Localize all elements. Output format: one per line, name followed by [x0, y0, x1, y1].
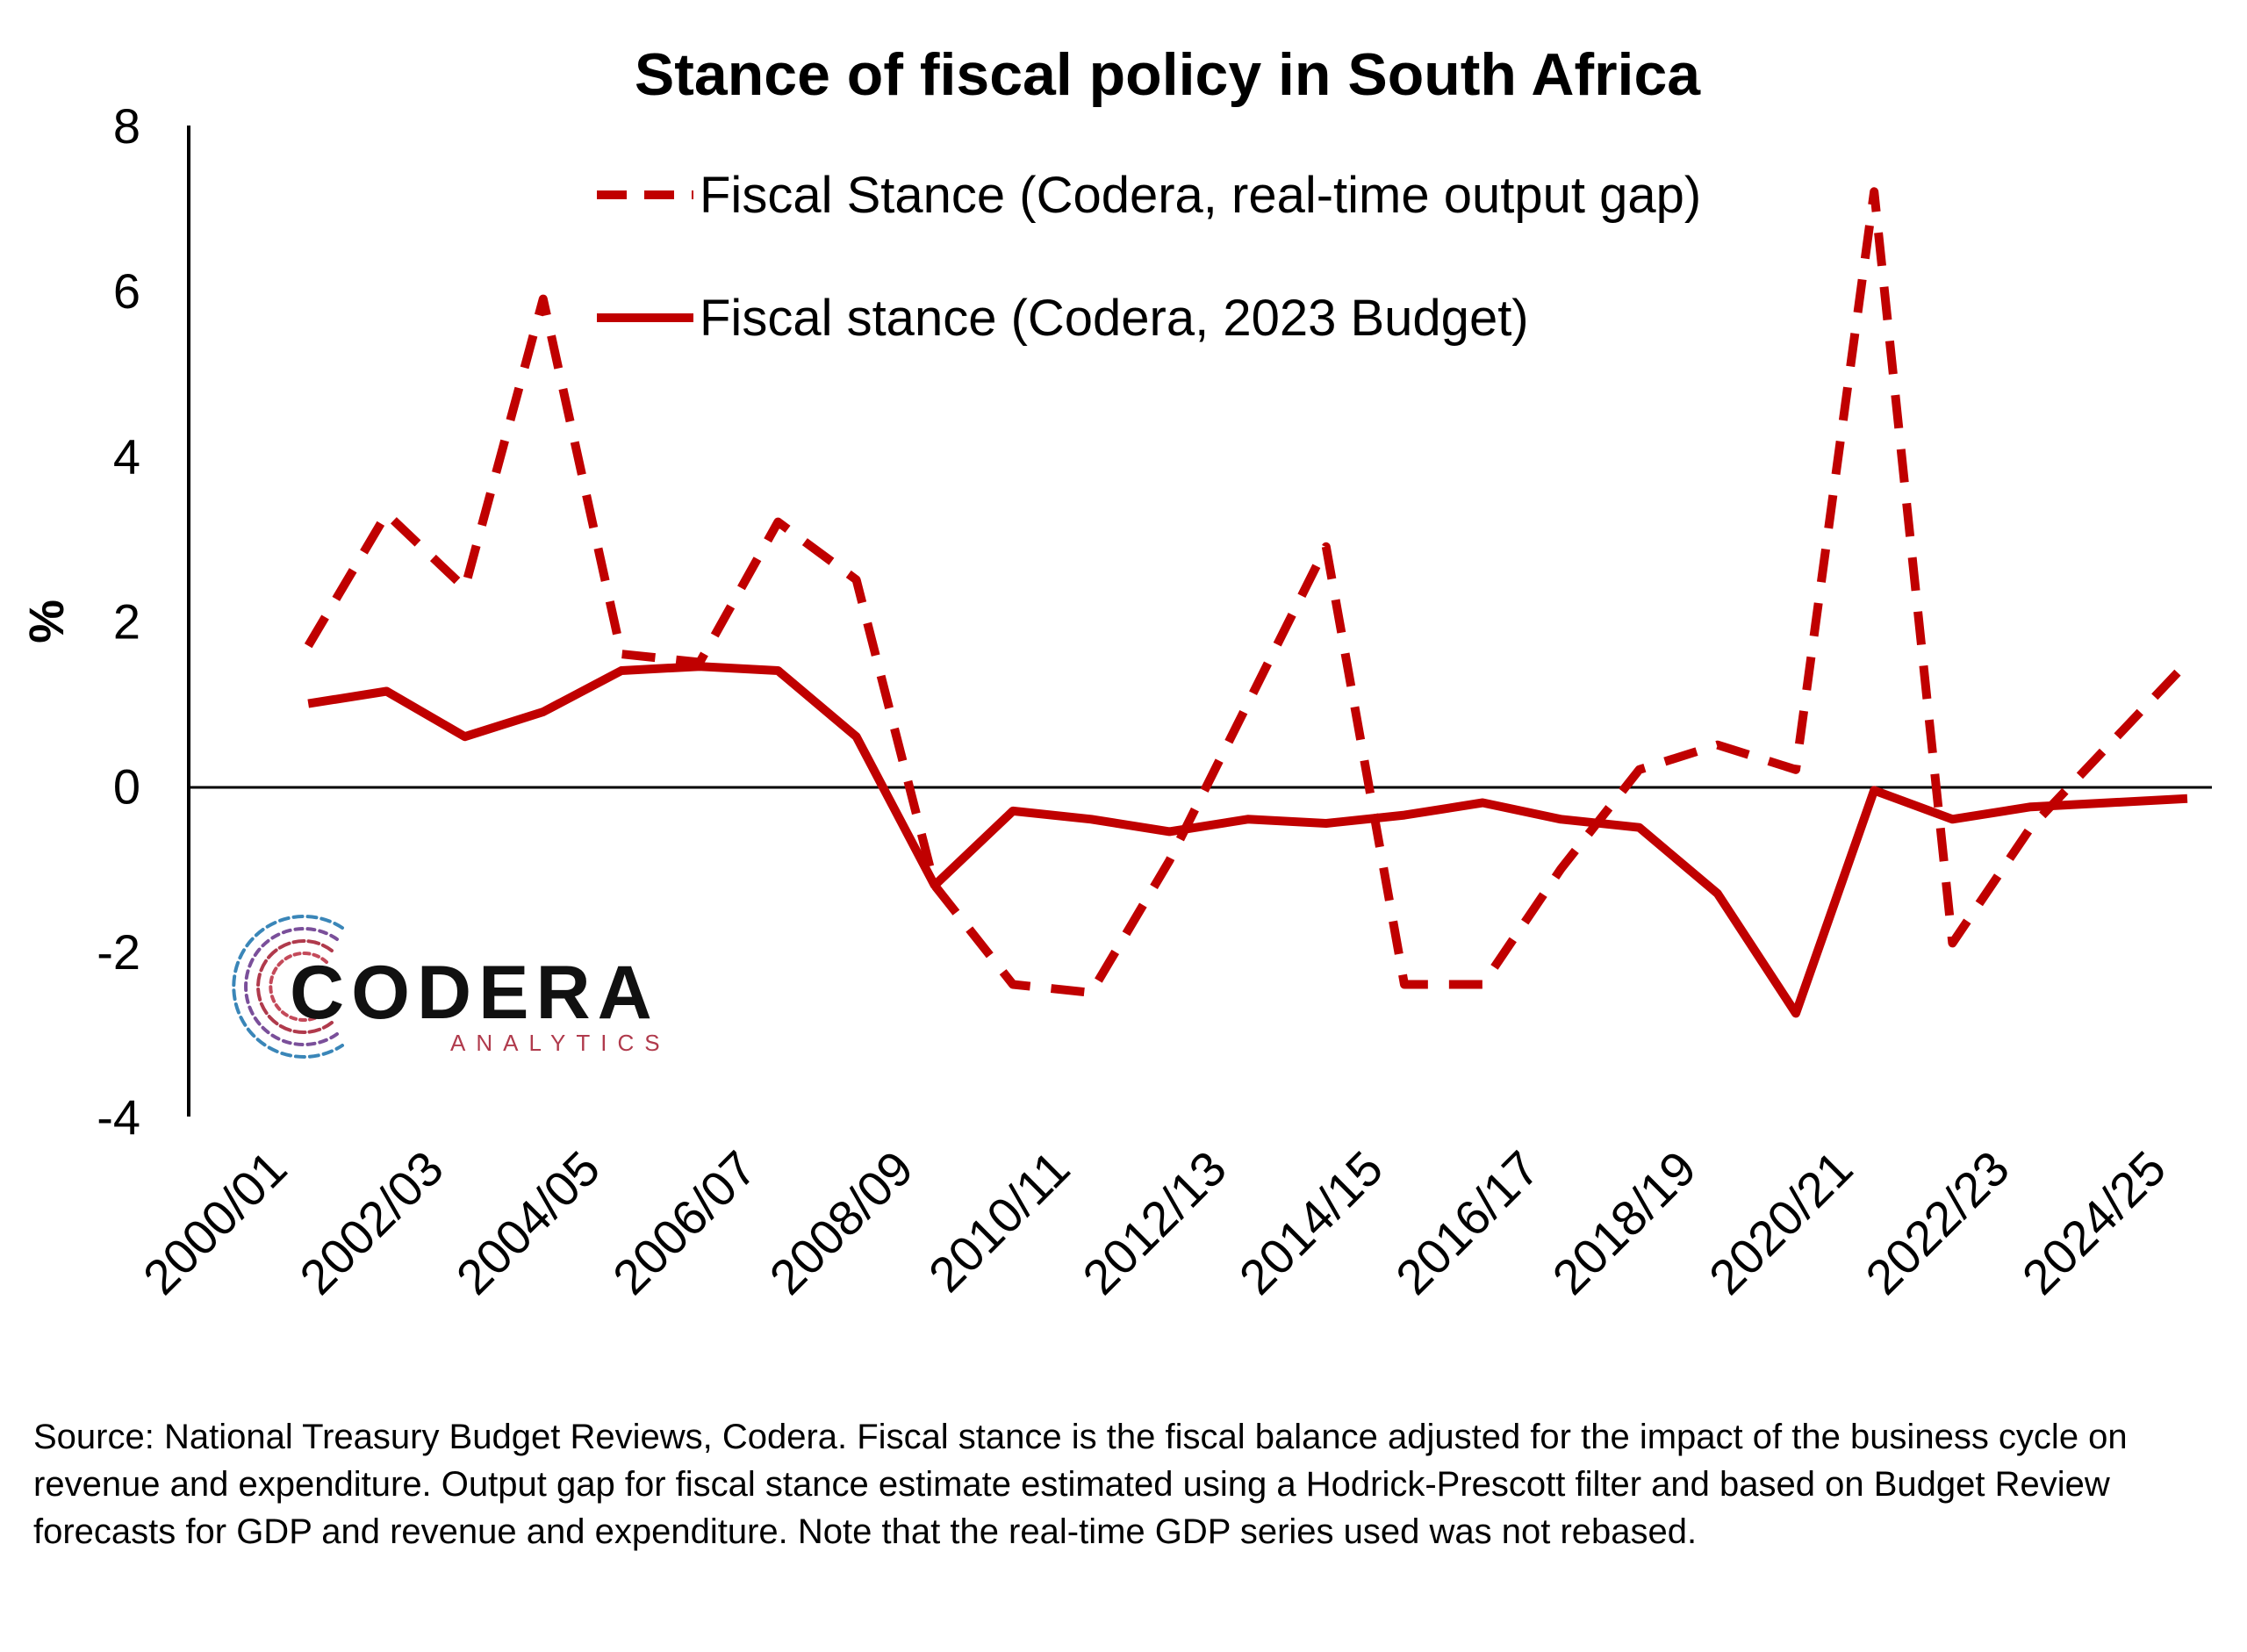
x-tick-label: 2000/01: [133, 1140, 298, 1305]
logo-mark-icon: [232, 915, 344, 1059]
x-tick-label: 2008/09: [758, 1140, 923, 1305]
chart-canvas: Stance of fiscal policy in South Africa …: [18, 41, 2212, 1305]
legend-label-solid: Fiscal stance (Codera, 2023 Budget): [700, 290, 1529, 347]
x-tick-label: 2018/19: [1541, 1140, 1706, 1305]
x-tick-label: 2020/21: [1698, 1140, 1863, 1305]
y-tick-label: 6: [113, 263, 140, 319]
y-tick-label: -4: [97, 1089, 140, 1145]
x-tick-label: 2002/03: [289, 1140, 454, 1305]
chart-title: Stance of fiscal policy in South Africa: [635, 41, 1701, 108]
y-tick-label: 2: [113, 594, 140, 650]
x-tick-label: 2010/11: [918, 1140, 1080, 1303]
logo-name: CODERA: [290, 951, 659, 1035]
legend-label-dashed: Fiscal Stance (Codera, real-time output …: [700, 167, 1701, 224]
y-axis-label: %: [18, 600, 74, 643]
y-tick-labels: -4 -2 0 2 4 6 8: [97, 98, 140, 1145]
y-tick-label: -2: [97, 924, 140, 980]
series-line-realtime-output-gap: [304, 187, 2191, 997]
x-tick-label: 2012/13: [1072, 1140, 1237, 1305]
series-line-2023-budget: [307, 662, 2188, 1018]
x-tick-label: 2006/07: [602, 1140, 767, 1305]
legend-entry-dashed: Fiscal Stance (Codera, real-time output …: [597, 167, 1701, 224]
x-tick-label: 2014/15: [1229, 1140, 1394, 1305]
legend-entry-solid: Fiscal stance (Codera, 2023 Budget): [597, 290, 1529, 347]
y-tick-label: 4: [113, 428, 140, 484]
x-tick-label: 2022/23: [1855, 1140, 2020, 1305]
y-tick-label: 0: [113, 759, 140, 815]
x-tick-label: 2004/05: [446, 1140, 611, 1305]
x-tick-label: 2024/25: [2012, 1140, 2177, 1305]
series-layer: [304, 187, 2191, 1018]
y-tick-label: 8: [113, 98, 140, 154]
legend: Fiscal Stance (Codera, real-time output …: [597, 167, 1701, 347]
source-note: Source: National Treasury Budget Reviews…: [33, 1418, 2128, 1551]
logo-tagline: ANALYTICS: [450, 1030, 671, 1056]
codera-logo: CODERA ANALYTICS: [232, 915, 671, 1059]
x-tick-labels: 2000/012002/032004/052006/072008/092010/…: [133, 1140, 2176, 1305]
x-tick-label: 2016/17: [1385, 1140, 1550, 1305]
